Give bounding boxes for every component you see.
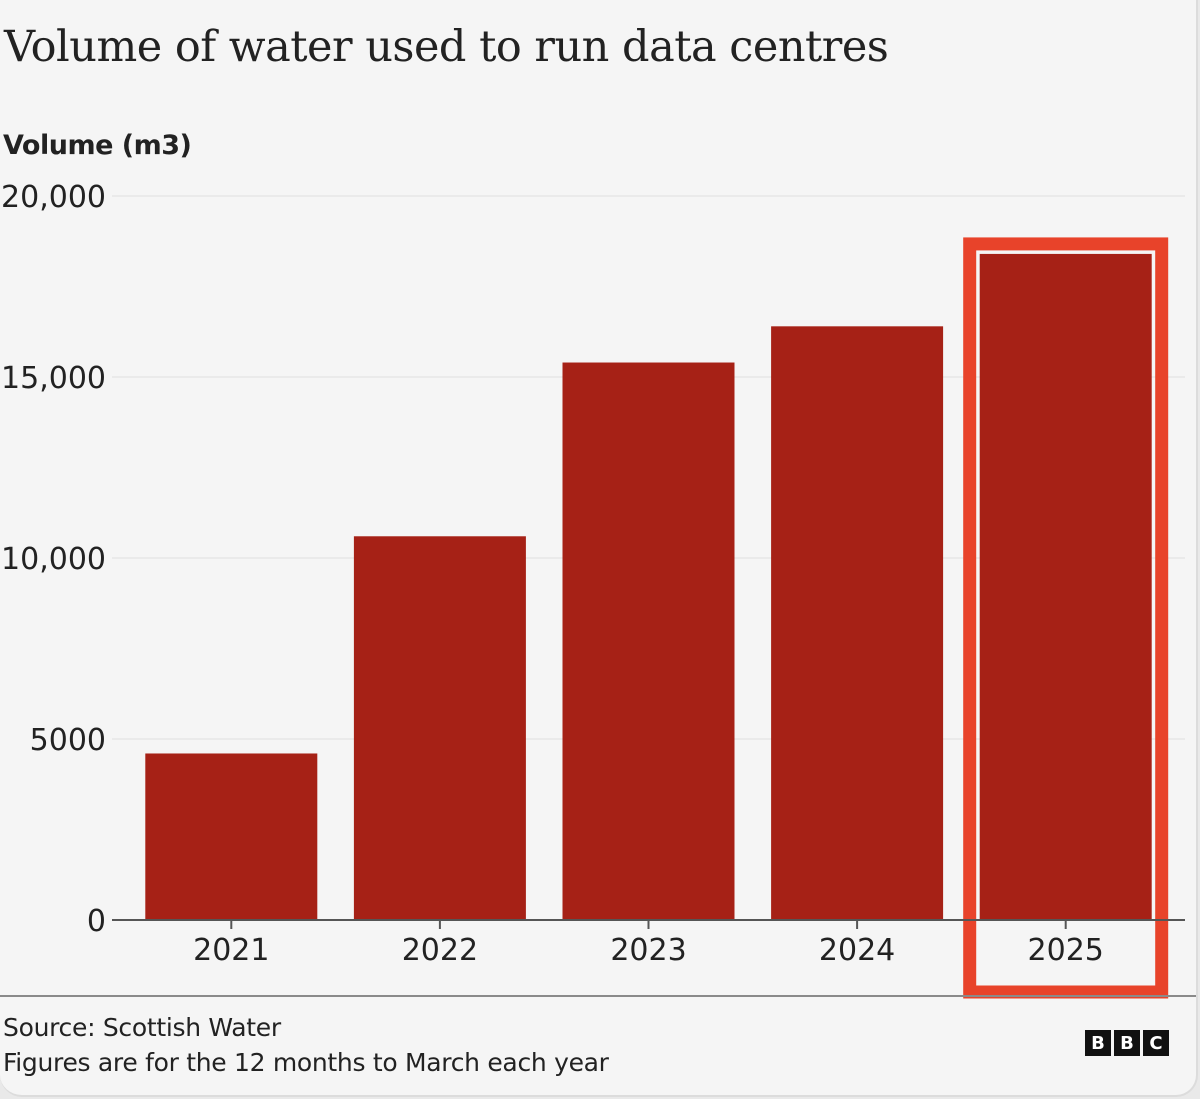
y-tick-label: 10,000 — [1, 542, 106, 577]
y-axis-label: Volume (m3) — [3, 130, 192, 161]
x-tick-label: 2023 — [610, 933, 686, 968]
x-tick-label: 2025 — [1028, 933, 1104, 968]
y-tick-label: 20,000 — [1, 180, 106, 215]
bar-2022 — [353, 536, 526, 920]
bar-2021 — [145, 753, 318, 920]
bar-2023 — [562, 362, 735, 920]
source-text: Source: Scottish Water — [3, 1013, 281, 1042]
x-tick-label: 2024 — [819, 933, 895, 968]
x-tick-label: 2021 — [193, 933, 269, 968]
note-text: Figures are for the 12 months to March e… — [3, 1048, 609, 1077]
footer-divider — [0, 995, 1196, 997]
bar-2025 — [979, 253, 1152, 921]
chart-title: Volume of water used to run data centres — [4, 22, 889, 72]
bar-chart: 0 5000 10,000 15,000 20,000 2021 2022 2023 2024 2… — [1, 180, 1185, 999]
y-tick-label: 15,000 — [1, 361, 106, 396]
bbc-logo-letter: B — [1114, 1030, 1140, 1056]
highlight-box — [963, 237, 1169, 999]
bbc-logo-letter: C — [1143, 1030, 1169, 1056]
y-tick-label: 0 — [87, 904, 106, 939]
y-tick-label: 5000 — [30, 723, 106, 758]
x-tick-label: 2022 — [402, 933, 478, 968]
bbc-logo-letter: B — [1085, 1030, 1111, 1056]
bbc-logo: B B C — [1085, 1030, 1169, 1056]
footer-text: Source: Scottish Water Figures are for t… — [3, 1010, 609, 1080]
bar-2024 — [771, 326, 944, 920]
